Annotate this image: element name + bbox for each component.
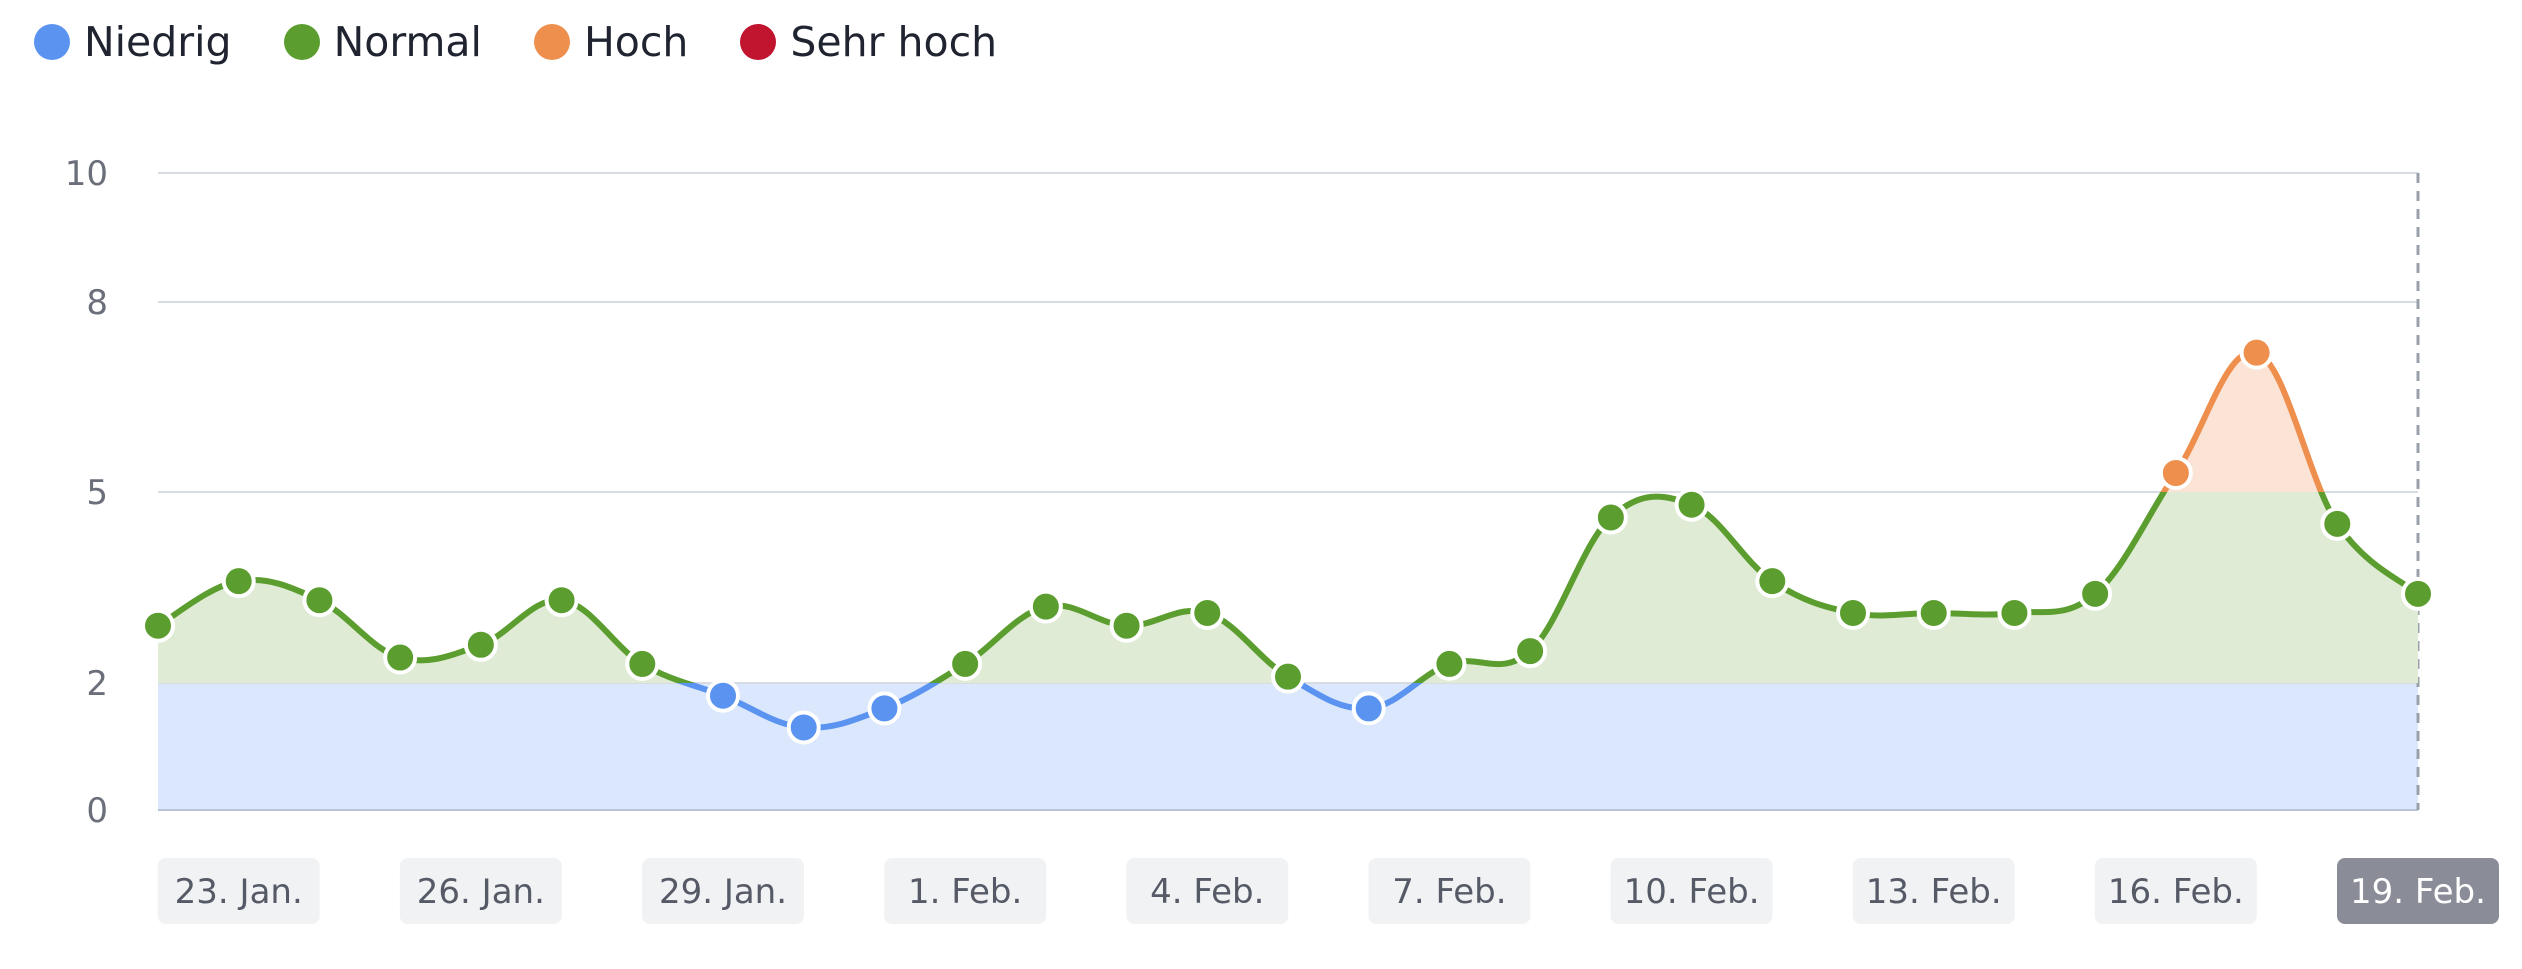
data-point[interactable] (2320, 506, 2355, 541)
data-point[interactable] (1755, 564, 1790, 599)
x-tick-pill (2094, 858, 2257, 924)
data-point[interactable] (1836, 595, 1870, 630)
data-point[interactable] (625, 646, 660, 681)
x-tick: 4. Feb. (1126, 858, 1289, 924)
x-tick-pill (1852, 858, 2015, 924)
legend: Niedrig Normal Hoch Sehr hoch (34, 18, 1049, 66)
x-tick-label: 23. Jan. (175, 872, 303, 912)
y-tick-label: 5 (86, 473, 108, 513)
band-niedrig (158, 683, 2418, 810)
data-point[interactable] (1513, 634, 1548, 669)
data-point[interactable] (1997, 595, 2032, 630)
data-point[interactable] (1351, 691, 1386, 726)
data-point[interactable] (1916, 595, 1951, 630)
data-point[interactable] (1109, 608, 1144, 643)
x-tick-label: 1. Feb. (908, 872, 1022, 912)
x-tick-pill (642, 858, 804, 924)
legend-marker (283, 24, 320, 60)
x-tick: 23. Jan. (157, 858, 320, 924)
legend-item-normal[interactable]: Normal (283, 18, 482, 66)
area-normal (158, 492, 2418, 683)
y-tick-label: 8 (86, 283, 108, 323)
y-tick-label: 2 (86, 664, 108, 704)
data-point[interactable] (2158, 456, 2193, 490)
x-tick-label: 19. Feb. (2350, 872, 2486, 912)
x-tick: 10. Feb. (1610, 858, 1773, 924)
legend-label: Sehr hoch (790, 18, 998, 66)
legend-item-niedrig[interactable]: Niedrig (34, 18, 232, 66)
legend-label: Hoch (583, 18, 689, 66)
x-tick: 1. Feb. (884, 858, 1047, 924)
data-point[interactable] (1593, 500, 1628, 535)
data-point[interactable] (383, 640, 418, 675)
x-tick-pill (2337, 858, 2499, 924)
legend-item-hoch[interactable]: Hoch (533, 18, 689, 66)
x-tick-pill (399, 858, 562, 924)
threshold-bands (158, 683, 2418, 810)
grid-lines (158, 172, 2420, 811)
data-point[interactable] (463, 627, 498, 662)
data-point[interactable] (1432, 646, 1467, 681)
legend-marker (533, 24, 570, 60)
data-point[interactable] (2239, 335, 2274, 370)
x-tick-pill (1126, 858, 1289, 924)
data-point[interactable] (302, 583, 337, 618)
x-tick: 26. Jan. (399, 858, 562, 924)
data-points (141, 335, 2435, 745)
legend-item-sehr-hoch[interactable]: Sehr hoch (740, 18, 997, 66)
x-tick: 29. Jan. (642, 858, 804, 924)
x-tick: 7. Feb. (1368, 858, 1531, 924)
y-axis-ticks: 0 2 5 8 10 (65, 154, 108, 831)
legend-label: Normal (333, 18, 482, 66)
data-point[interactable] (706, 678, 740, 713)
x-tick-pill (884, 858, 1047, 924)
x-tick-label: 13. Feb. (1866, 872, 2002, 912)
data-point[interactable] (141, 608, 175, 643)
data-point[interactable] (2401, 576, 2435, 611)
data-point[interactable] (544, 583, 579, 618)
legend-label: Niedrig (84, 18, 232, 66)
x-tick: 16. Feb. (2094, 858, 2257, 924)
x-tick-label: 7. Feb. (1392, 872, 1506, 912)
x-tick-label: 29. Jan. (659, 872, 787, 912)
y-tick-label: 0 (86, 791, 108, 831)
data-point[interactable] (867, 691, 902, 726)
x-tick-label: 10. Feb. (1624, 872, 1760, 912)
line-niedrig (676, 683, 1423, 731)
x-tick-pill (1368, 858, 1531, 924)
data-point[interactable] (786, 710, 821, 745)
x-tick-label: 26. Jan. (417, 872, 545, 912)
x-tick-pill (157, 858, 320, 924)
data-point[interactable] (2078, 576, 2113, 611)
data-point[interactable] (1674, 487, 1709, 522)
legend-marker (740, 24, 777, 60)
x-tick-label: 4. Feb. (1150, 872, 1264, 912)
x-tick-pill (1610, 858, 1773, 924)
data-point[interactable] (1028, 589, 1063, 624)
data-point[interactable] (1190, 595, 1225, 630)
data-point[interactable] (1271, 659, 1305, 694)
x-tick: 19. Feb. (2337, 858, 2499, 924)
legend-marker (34, 24, 70, 60)
x-axis-ticks: 23. Jan. 26. Jan. 29. Jan. 1. Feb. 4. Feb. 7.… (157, 858, 2499, 924)
data-point[interactable] (948, 646, 983, 681)
data-point[interactable] (221, 564, 256, 599)
x-tick-label: 16. Feb. (2108, 872, 2244, 912)
y-tick-label: 10 (65, 154, 108, 194)
x-tick: 13. Feb. (1852, 858, 2015, 924)
